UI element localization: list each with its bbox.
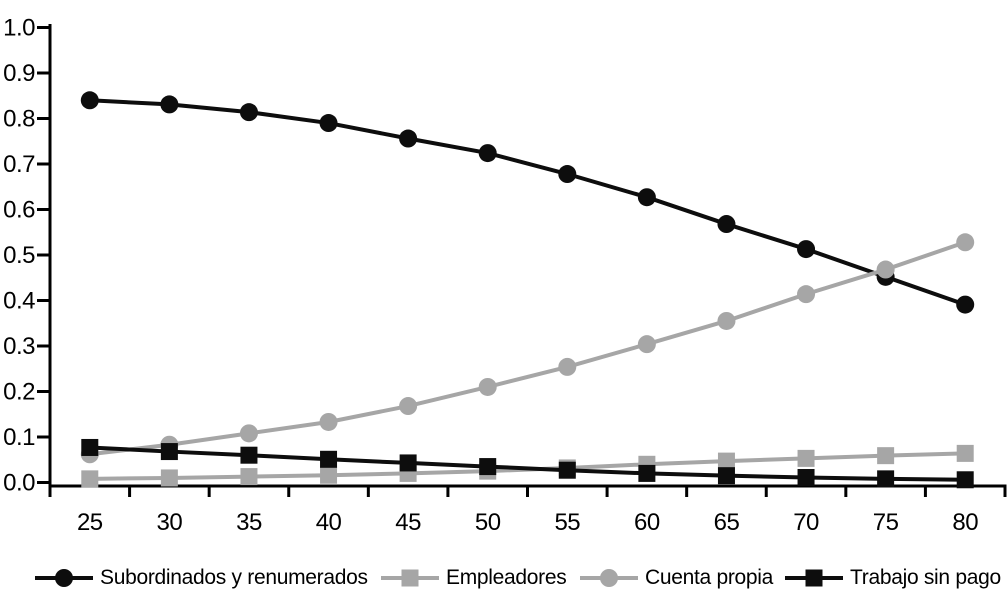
legend-label: Cuenta propia — [645, 566, 774, 589]
x-tick-label: 75 — [873, 509, 899, 536]
legend-marker-glyph — [580, 569, 638, 587]
x-tick-label: 70 — [793, 509, 819, 536]
x-tick-label: 25 — [77, 509, 103, 536]
legend-item-empleadores: Empleadores — [381, 556, 567, 600]
subordinados-y-renumerados-point — [558, 165, 577, 184]
legend-item-cuenta-propia: Cuenta propia — [580, 556, 773, 600]
legend-square — [401, 569, 419, 587]
y-tick-label: 0.6 — [3, 197, 35, 224]
legend-circle — [600, 569, 618, 587]
cuenta-propia-line — [89, 240, 966, 457]
empleadores-point — [956, 444, 974, 462]
chart-canvas: 0.0 0.1 0.2 0.3 0.4 0.5 0.6 0.7 0.8 0.9 1.0 25 30 35 4… — [3, 15, 1007, 536]
x-tick-label: 65 — [714, 509, 740, 536]
y-tick-label: 0.7 — [3, 151, 35, 178]
subordinados-y-renumerados-point — [956, 295, 975, 314]
x-tick-label: 35 — [236, 509, 262, 536]
trabajo-sin-pago-line — [89, 445, 966, 482]
y-tick-label: 0.1 — [3, 424, 35, 451]
trabajo-sin-pago-point — [479, 458, 497, 476]
y-tick-label: 0.9 — [3, 60, 35, 87]
black-square-marker-icon — [785, 567, 843, 589]
y-tick-label: 0.5 — [3, 242, 35, 269]
trabajo-sin-pago-point — [877, 470, 895, 488]
trabajo-sin-pago-point — [240, 446, 258, 464]
subordinados-y-renumerados-point — [717, 215, 736, 234]
x-tick-label: 45 — [395, 509, 421, 536]
empleadores-point — [160, 469, 178, 487]
subordinados-y-renumerados-point — [80, 91, 99, 110]
x-tick-label: 40 — [316, 509, 342, 536]
black-circle-marker-icon — [35, 567, 93, 589]
y-tick-label: 0.3 — [3, 333, 35, 360]
legend-marker-glyph — [35, 569, 93, 587]
plot-area: 0.0 0.1 0.2 0.3 0.4 0.5 0.6 0.7 0.8 0.9 1.0 25 30 35 4… — [3, 15, 1007, 536]
empleadores-point — [320, 466, 338, 484]
legend-marker-glyph — [785, 569, 843, 587]
subordinados-y-renumerados-point — [478, 144, 497, 163]
cuenta-propia-point — [956, 233, 975, 252]
cuenta-propia-point — [399, 397, 418, 416]
subordinados-y-renumerados-point — [239, 103, 258, 122]
y-tick-label: 1.0 — [3, 15, 35, 42]
cuenta-propia-point — [478, 377, 497, 396]
gray-square-marker-icon — [381, 567, 439, 589]
y-tick-label: 0.0 — [3, 470, 35, 497]
y-tick-label: 0.2 — [3, 379, 35, 406]
trabajo-sin-pago-point — [717, 467, 735, 485]
trabajo-sin-pago-point — [558, 461, 576, 479]
trabajo-sin-pago-point — [399, 454, 417, 472]
legend-item-trabajo-sin-pago: Trabajo sin pago — [785, 556, 1001, 600]
subordinados-y-renumerados-point — [160, 95, 179, 114]
x-tick-label: 60 — [634, 509, 660, 536]
subordinados-y-renumerados-point — [319, 114, 338, 133]
x-tick-label: 55 — [554, 509, 580, 536]
subordinados-y-renumerados-line — [89, 98, 966, 307]
legend-item-subordinados-y-renumerados: Subordinados y renumerados — [35, 556, 368, 600]
empleadores-point — [81, 470, 99, 488]
trabajo-sin-pago-point — [320, 450, 338, 468]
trabajo-sin-pago-point — [956, 471, 974, 489]
y-tick-label: 0.4 — [3, 288, 35, 315]
legend-square — [805, 569, 823, 587]
trabajo-sin-pago-point — [797, 468, 815, 486]
subordinados-y-renumerados-point — [637, 188, 656, 207]
empleadores-line — [89, 451, 966, 481]
trabajo-sin-pago-point — [81, 438, 99, 456]
cuenta-propia-point — [558, 357, 577, 376]
subordinados-y-renumerados-point — [399, 129, 418, 148]
legend-marker-glyph — [381, 569, 439, 587]
x-tick-label: 80 — [952, 509, 978, 536]
trabajo-sin-pago-point — [638, 464, 656, 482]
empleadores-point — [717, 452, 735, 470]
empleadores-point — [240, 468, 258, 486]
legend-circle — [55, 569, 73, 587]
cuenta-propia-point — [797, 285, 816, 304]
gray-circle-marker-icon — [580, 567, 638, 589]
x-tick-label: 30 — [157, 509, 183, 536]
legend-label: Trabajo sin pago — [850, 566, 1001, 589]
x-tick-label: 50 — [475, 509, 501, 536]
cuenta-propia-point — [637, 335, 656, 354]
cuenta-propia-point — [319, 412, 338, 431]
legend-label: Empleadores — [446, 566, 567, 589]
cuenta-propia-point — [239, 424, 258, 443]
empleadores-point — [877, 447, 895, 465]
empleadores-point — [797, 449, 815, 467]
cuenta-propia-point — [876, 260, 895, 279]
cuenta-propia-point — [717, 311, 736, 330]
subordinados-y-renumerados-point — [797, 240, 816, 259]
y-tick-label: 0.8 — [3, 106, 35, 133]
trabajo-sin-pago-point — [160, 443, 178, 461]
legend: Subordinados y renumerados Empleadores C… — [0, 556, 1008, 600]
legend-label: Subordinados y renumerados — [100, 566, 368, 589]
